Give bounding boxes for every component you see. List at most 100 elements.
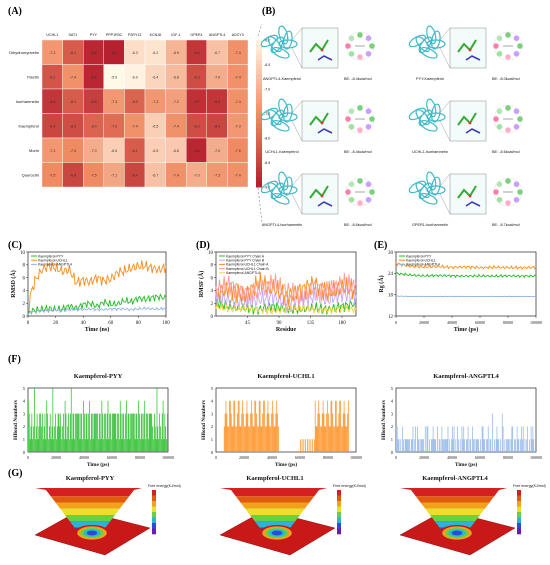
hbond-bar [409, 439, 410, 452]
y-axis-label: Rg (Å) [377, 275, 385, 292]
panel-label-a: (A) [8, 6, 22, 17]
hbond-bar [246, 400, 248, 452]
hbond-bar [66, 439, 68, 452]
interaction-residue [513, 181, 520, 188]
heatmap-cell-value: -8.3 [70, 124, 76, 128]
series-line [27, 306, 167, 315]
hbond-bar [133, 413, 135, 452]
hbond-bar [115, 413, 117, 452]
hbond-bar [98, 413, 100, 452]
hbond-bar [527, 426, 528, 452]
x-tick-label: 0 [27, 321, 30, 326]
landscape-title: Kaempferol-PYY [66, 475, 115, 482]
x-tick-label: 40 [81, 321, 87, 326]
funnel-band [430, 515, 480, 522]
hbond-bar [396, 426, 398, 452]
hbond-bar [152, 426, 153, 452]
heatmap-col-label: KCNJ8 [150, 33, 161, 37]
hbond-bar [164, 413, 166, 452]
hbond-bar [319, 413, 320, 452]
colorbar-segment [256, 54, 262, 61]
interaction-residue [496, 50, 503, 57]
hbond-bar [504, 439, 506, 452]
funnel-band [65, 515, 115, 522]
hbond-bar [407, 439, 409, 452]
colorbar-segment [152, 512, 156, 518]
hbond-bar [348, 400, 349, 452]
hbond-bar [494, 439, 495, 452]
hbond-bar [107, 400, 109, 452]
y-tick-label: 4 [23, 289, 26, 294]
complex-label: PYY-Kaempferol [416, 77, 444, 81]
hbond-bar [68, 413, 69, 452]
x-tick-label: 100000 [350, 455, 362, 460]
heatmap-cell-value: -8.7 [193, 100, 199, 104]
colorbar-label: Free energy(KJ/mol) [148, 484, 181, 488]
x-tick-label: 80000 [503, 455, 513, 460]
hbond-bar [498, 439, 500, 452]
hbond-bar [141, 413, 143, 452]
hbond-bar [49, 413, 51, 452]
hbond-bar [56, 439, 57, 452]
hbond-bar [437, 426, 438, 452]
hbond-bar [475, 439, 477, 452]
hbond-bar [427, 426, 429, 452]
zoom-line [439, 100, 451, 114]
hbond-bar [245, 413, 247, 452]
interaction-residue [357, 200, 363, 206]
residue-bond [317, 201, 333, 207]
funnel-band [55, 502, 125, 509]
hbond-bar [482, 426, 484, 452]
funnel-band [50, 496, 130, 503]
zoom-line [439, 47, 451, 69]
hbond-bar [515, 439, 516, 452]
hbond-bar [230, 413, 232, 452]
hbond-bar [40, 413, 41, 452]
hbond-bar [335, 400, 336, 452]
y-tick-label: 6 [23, 276, 26, 281]
interaction-diagram [345, 177, 375, 207]
x-tick-label: 20 [53, 321, 59, 326]
hbond-bar [232, 426, 234, 452]
hbond-bar [432, 426, 434, 452]
hbond-bar [510, 439, 512, 452]
y-tick-label: 2 [23, 424, 25, 429]
panel-label-c: (C) [8, 240, 22, 251]
protein-helix [278, 98, 289, 118]
heatmap-cell-value: -7.9 [111, 124, 117, 128]
hbond-bar [272, 413, 274, 452]
interaction-residue [348, 181, 355, 188]
hbond-bar [106, 413, 108, 452]
heatmap-col-label: IGF-1 [171, 33, 180, 37]
hbond-bar [81, 413, 83, 452]
ligand-structure [457, 112, 481, 134]
hbond-bar [327, 400, 328, 452]
hbond-bar [33, 426, 34, 452]
hbond-bar [323, 413, 325, 452]
heatmap-cell-value: -7.5 [70, 149, 76, 153]
hbond-bar [446, 439, 448, 452]
interaction-residue [345, 189, 351, 195]
heatmap-cell-value: -6.6 [173, 149, 179, 153]
hbond-bar [67, 426, 69, 452]
protein-helix [426, 171, 437, 191]
hbond-bar [148, 413, 150, 452]
colorbar-segment [256, 172, 262, 178]
oxygen-atom [468, 48, 472, 52]
y-axis-label: HBond Numbers [13, 400, 19, 440]
hbond-bar [400, 439, 402, 452]
x-tick-label: 40000 [447, 455, 457, 460]
legend-label: Kaempferol-ANGPTL4 [226, 271, 260, 275]
heatmap-cell-value: -8.4 [214, 124, 220, 128]
hbond-bar [511, 426, 513, 452]
hbond-bar [56, 426, 58, 452]
hbond-bar [237, 400, 239, 452]
hbond-bar [336, 426, 338, 452]
hbond-bar [412, 426, 414, 452]
heatmap-col-label: SAT1 [69, 33, 78, 37]
colorbar-segment [256, 69, 262, 75]
hbond-bar [324, 426, 326, 452]
hbond-bar [518, 439, 520, 452]
hbond-bar [476, 439, 478, 452]
colorbar-segment [517, 495, 521, 502]
